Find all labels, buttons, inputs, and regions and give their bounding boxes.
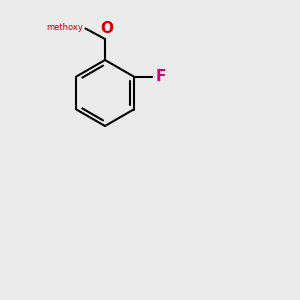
Text: F: F [155, 69, 166, 84]
Text: O: O [100, 21, 113, 36]
Text: methoxy: methoxy [46, 22, 83, 32]
